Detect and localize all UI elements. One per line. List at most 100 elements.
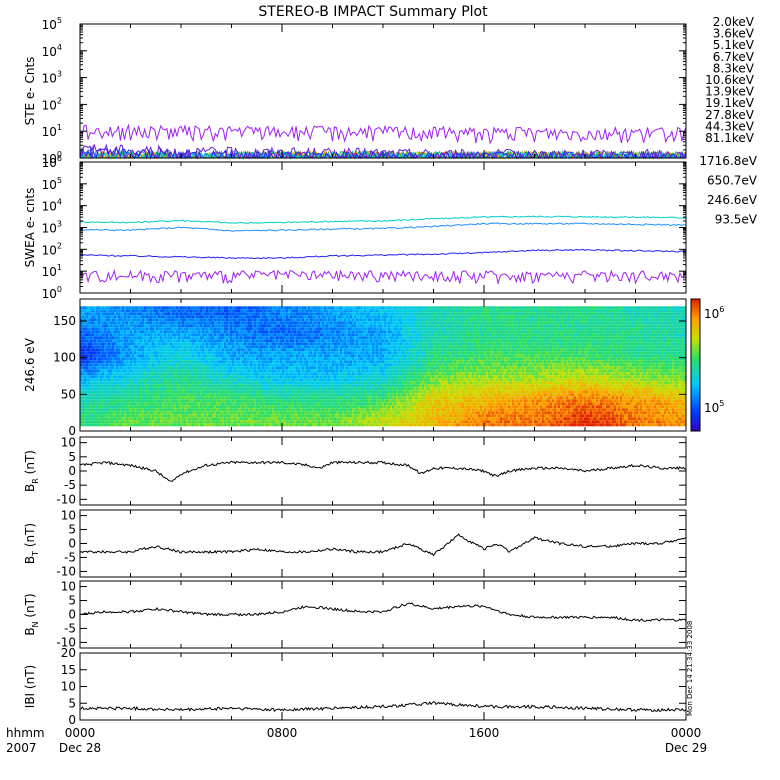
heatmap-cell (230, 378, 232, 382)
heatmap-cell (154, 402, 156, 406)
heatmap-cell (124, 384, 126, 388)
heatmap-cell (134, 318, 136, 322)
heatmap-cell (306, 327, 308, 331)
heatmap-cell (174, 387, 176, 391)
heatmap-cell (116, 342, 118, 346)
heatmap-cell (318, 306, 320, 310)
heatmap-cell (316, 327, 318, 331)
heatmap-cell (312, 402, 314, 406)
heatmap-cell (192, 393, 194, 397)
heatmap-cell (250, 363, 252, 367)
heatmap-cell (202, 318, 204, 322)
heatmap-cell (92, 306, 94, 310)
heatmap-cell (308, 309, 310, 313)
heatmap-cell (308, 345, 310, 349)
heatmap-cell (260, 306, 262, 310)
heatmap-cell (290, 330, 292, 334)
heatmap-cell (208, 327, 210, 331)
heatmap-cell (182, 363, 184, 367)
heatmap-cell (108, 336, 110, 340)
heatmap-cell (198, 351, 200, 355)
heatmap-cell (174, 324, 176, 328)
heatmap-cell (172, 306, 174, 310)
heatmap-cell (168, 336, 170, 340)
heatmap-cell (248, 354, 250, 358)
heatmap-cell (132, 324, 134, 328)
heatmap-cell (156, 417, 158, 421)
heatmap-cell (204, 306, 206, 310)
heatmap-cell (266, 381, 268, 385)
heatmap-cell (280, 306, 282, 310)
heatmap-cell (142, 309, 144, 313)
heatmap-cell (124, 312, 126, 316)
heatmap-cell (206, 342, 208, 346)
heatmap-cell (326, 387, 328, 391)
heatmap-cell (112, 417, 114, 421)
heatmap-cell (264, 396, 266, 400)
heatmap-cell (156, 336, 158, 340)
heatmap-cell (296, 369, 298, 373)
heatmap-cell (80, 420, 82, 424)
heatmap-cell (158, 381, 160, 385)
heatmap-cell (164, 342, 166, 346)
heatmap-cell (90, 315, 92, 319)
heatmap-cell (148, 408, 150, 412)
heatmap-cell (128, 318, 130, 322)
heatmap-cell (100, 336, 102, 340)
heatmap-cell (166, 321, 168, 325)
heatmap-cell (210, 333, 212, 337)
heatmap-cell (96, 375, 98, 379)
heatmap-cell (290, 399, 292, 403)
heatmap-cell (220, 417, 222, 421)
heatmap-cell (184, 312, 186, 316)
heatmap-cell (284, 351, 286, 355)
heatmap-cell (236, 375, 238, 379)
heatmap-cell (224, 414, 226, 418)
heatmap-cell (92, 423, 94, 427)
heatmap-cell (146, 312, 148, 316)
heatmap-cell (192, 387, 194, 391)
heatmap-cell (274, 327, 276, 331)
heatmap-cell (174, 312, 176, 316)
heatmap-cell (106, 324, 108, 328)
heatmap-cell (196, 393, 198, 397)
heatmap-cell (296, 420, 298, 424)
heatmap-cell (278, 420, 280, 424)
heatmap-cell (270, 408, 272, 412)
heatmap-cell (314, 354, 316, 358)
heatmap-cell (118, 372, 120, 376)
heatmap-cell (186, 330, 188, 334)
heatmap-cell (258, 318, 260, 322)
heatmap-cell (176, 408, 178, 412)
heatmap-cell (150, 378, 152, 382)
heatmap-cell (186, 387, 188, 391)
heatmap-cell (196, 375, 198, 379)
heatmap-cell (224, 372, 226, 376)
heatmap-cell (110, 384, 112, 388)
heatmap-cell (186, 414, 188, 418)
heatmap-cell (164, 393, 166, 397)
heatmap-cell (326, 363, 328, 367)
heatmap-cell (202, 357, 204, 361)
heatmap-cell (312, 327, 314, 331)
heatmap-cell (130, 411, 132, 415)
heatmap-cell (248, 375, 250, 379)
heatmap-cell (292, 363, 294, 367)
heatmap-cell (248, 327, 250, 331)
heatmap-cell (110, 345, 112, 349)
heatmap-cell (168, 420, 170, 424)
heatmap-cell (122, 366, 124, 370)
heatmap-cell (86, 315, 88, 319)
heatmap-cell (314, 390, 316, 394)
heatmap-cell (304, 363, 306, 367)
heatmap-cell (322, 333, 324, 337)
heatmap-cell (316, 348, 318, 352)
heatmap-cell (122, 420, 124, 424)
heatmap-cell (158, 333, 160, 337)
heatmap-cell (224, 315, 226, 319)
heatmap-cell (216, 423, 218, 427)
heatmap-cell (250, 390, 252, 394)
heatmap-cell (234, 348, 236, 352)
heatmap-cell (88, 330, 90, 334)
heatmap-cell (84, 372, 86, 376)
